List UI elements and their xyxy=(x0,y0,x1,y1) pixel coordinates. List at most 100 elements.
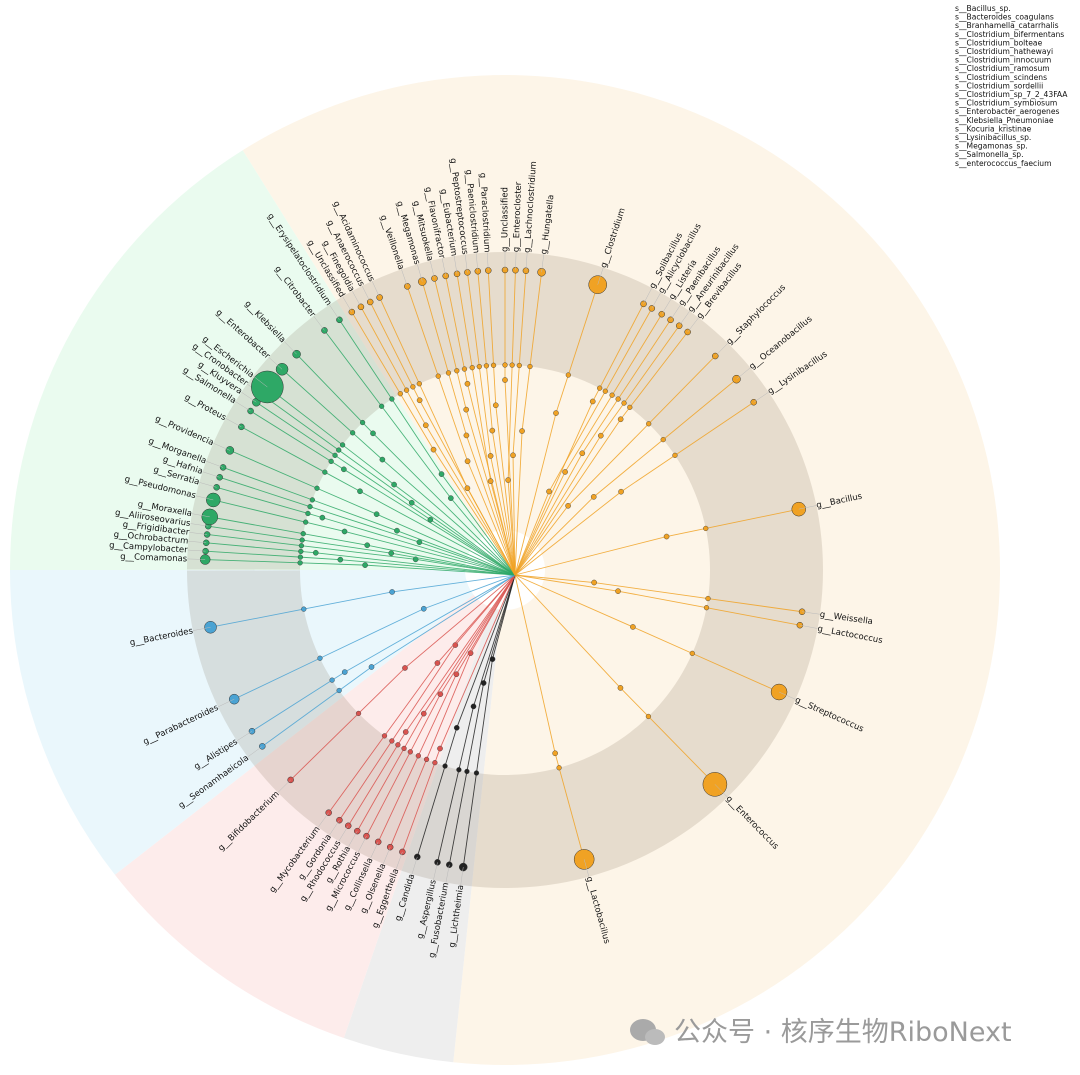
node xyxy=(663,533,670,540)
node xyxy=(469,365,475,371)
branch xyxy=(514,508,799,576)
node xyxy=(389,396,395,402)
branch xyxy=(514,284,599,576)
guide-line xyxy=(445,864,450,883)
guide-line xyxy=(235,401,251,412)
node xyxy=(602,388,608,394)
guide-line xyxy=(342,296,353,313)
node xyxy=(565,372,571,378)
node xyxy=(420,605,427,612)
guide-line xyxy=(199,482,217,488)
node xyxy=(598,432,604,439)
node xyxy=(562,469,568,475)
node xyxy=(516,362,522,369)
node xyxy=(509,362,515,368)
tree-branches xyxy=(187,252,820,885)
node xyxy=(332,452,338,458)
node xyxy=(556,765,562,771)
guide-line xyxy=(188,540,207,544)
clade-sector xyxy=(10,150,505,570)
node xyxy=(410,384,416,390)
guide-line xyxy=(247,746,263,758)
branch xyxy=(514,574,803,613)
watermark-text: 公众号 · 核序生物RiboNext xyxy=(674,1017,1012,1048)
node xyxy=(373,511,380,517)
guide-line xyxy=(217,698,235,708)
branch xyxy=(339,319,516,576)
legend: s__Bacillus_sp.s__Bacteroides_coagulanss… xyxy=(955,4,1068,168)
node xyxy=(416,539,423,545)
guide-line xyxy=(277,779,291,793)
branch xyxy=(514,331,688,576)
branch xyxy=(514,303,644,576)
node xyxy=(432,760,438,766)
branch xyxy=(514,319,671,576)
branch xyxy=(434,278,516,576)
node xyxy=(395,742,401,748)
node xyxy=(402,665,408,671)
branch xyxy=(205,559,516,576)
guide-line xyxy=(525,252,528,271)
node xyxy=(298,543,305,549)
node xyxy=(672,452,678,458)
branch xyxy=(514,574,716,785)
node xyxy=(490,362,497,368)
branch xyxy=(514,272,543,576)
guide-line xyxy=(679,310,690,326)
guide-line xyxy=(352,290,362,307)
node xyxy=(703,605,710,611)
node xyxy=(660,437,666,443)
node xyxy=(621,400,627,406)
branch xyxy=(477,271,516,576)
node xyxy=(314,485,320,491)
node xyxy=(527,363,533,370)
branch xyxy=(448,574,516,865)
legend-entry: s__Kocuria_kristinae xyxy=(955,124,1032,133)
node xyxy=(492,402,499,409)
guide-line xyxy=(283,341,297,355)
node xyxy=(402,729,409,735)
node xyxy=(370,430,376,437)
node xyxy=(645,713,652,720)
legend-entry: s__Clostridium_bolteae xyxy=(955,38,1043,47)
node xyxy=(394,527,400,534)
legend-entry: s__Bacteroides_coagulans xyxy=(955,13,1054,22)
legend-entry: s__Branhamella_catarrhalis xyxy=(955,21,1059,30)
node xyxy=(415,753,421,759)
node xyxy=(502,362,508,368)
node xyxy=(403,387,410,393)
guide-line xyxy=(429,260,435,279)
node xyxy=(470,703,477,710)
node xyxy=(298,548,304,555)
node xyxy=(368,664,375,670)
node xyxy=(553,410,559,416)
guide-line xyxy=(187,549,206,552)
node xyxy=(379,403,385,409)
guide-line xyxy=(802,611,820,615)
branch xyxy=(514,574,800,626)
branch xyxy=(222,466,516,576)
node xyxy=(589,398,596,405)
node xyxy=(341,669,348,675)
node xyxy=(456,767,462,773)
genus-label: g__Unclassified xyxy=(501,187,511,252)
branch xyxy=(207,534,516,576)
guide-line xyxy=(313,315,325,331)
node xyxy=(597,385,603,391)
node xyxy=(401,745,407,752)
node xyxy=(448,495,454,501)
node xyxy=(319,514,326,521)
branch xyxy=(219,476,516,576)
node xyxy=(464,768,470,775)
node xyxy=(420,710,427,717)
node xyxy=(617,416,624,423)
guide-line xyxy=(191,513,210,518)
node xyxy=(615,588,621,594)
node xyxy=(617,685,624,691)
node xyxy=(407,749,413,755)
node xyxy=(322,469,328,475)
legend-entry: s__Clostridium_sordellii xyxy=(955,81,1043,90)
node xyxy=(317,655,323,661)
node xyxy=(301,606,307,612)
guide-line xyxy=(661,298,672,315)
